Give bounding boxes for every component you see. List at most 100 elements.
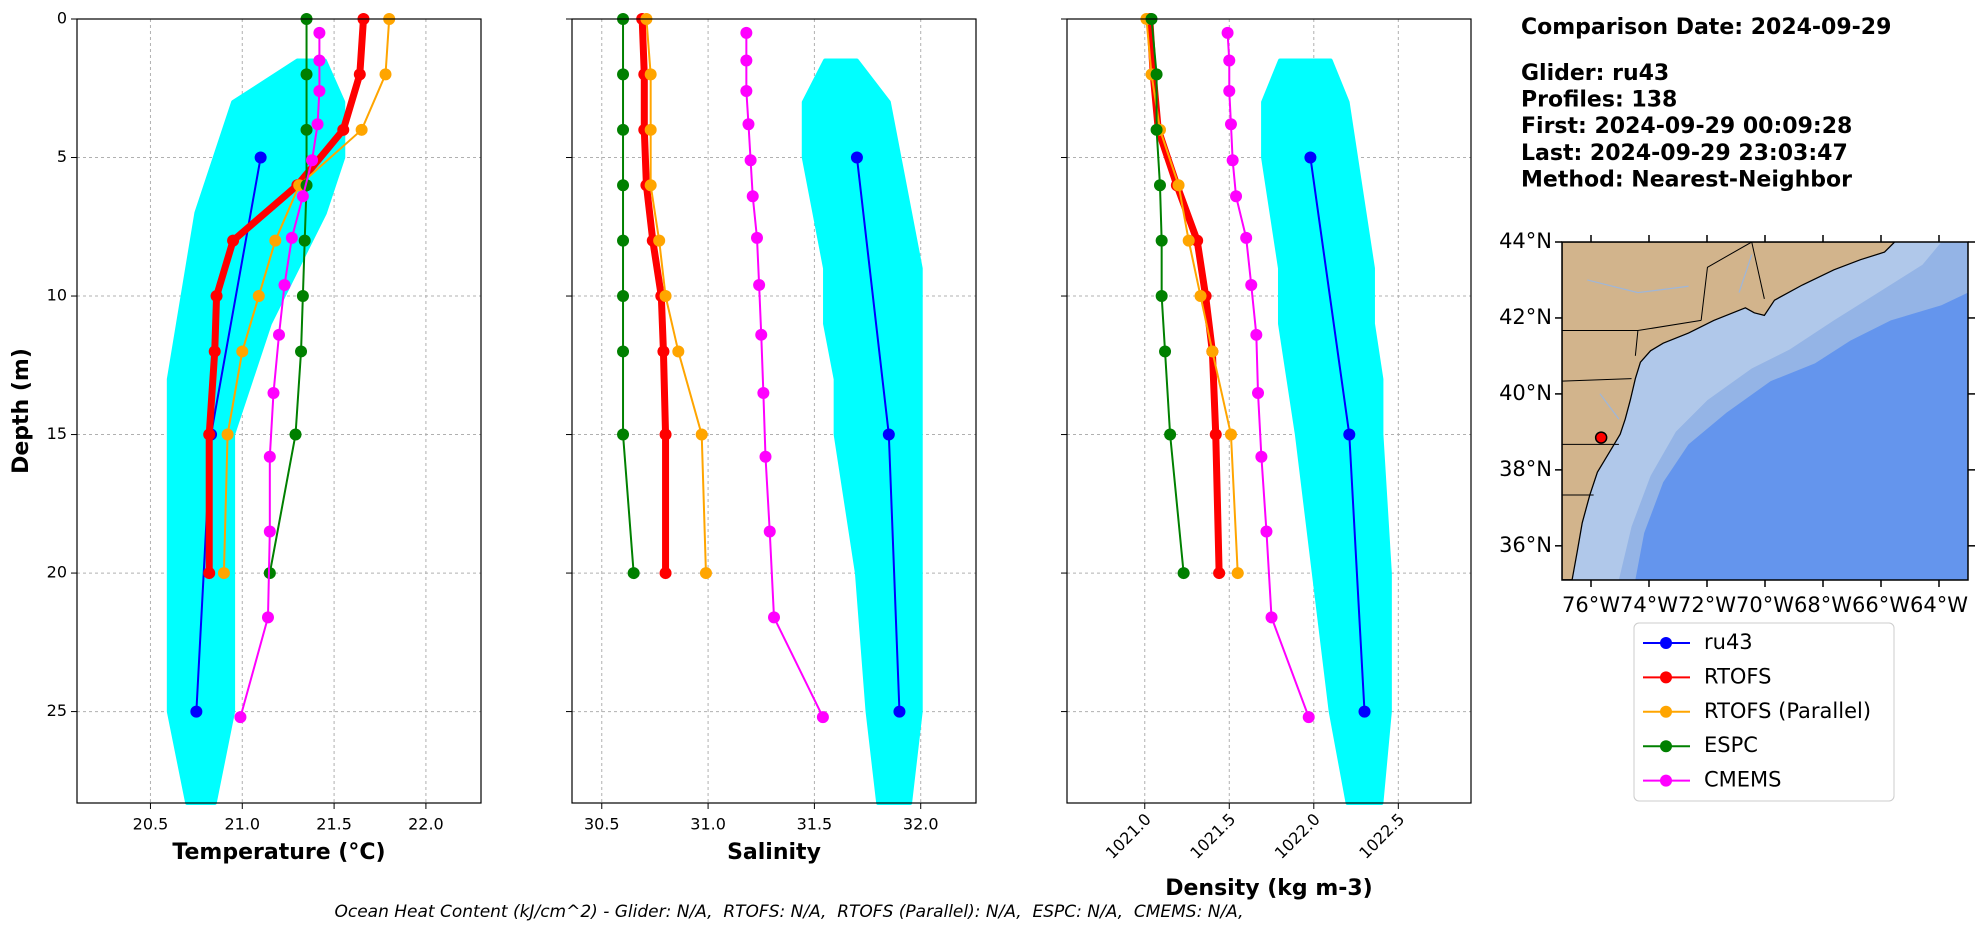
- profile-point: [1194, 290, 1207, 303]
- x-tick-label: 30.5: [584, 815, 620, 834]
- y-tick-label: 5: [57, 147, 67, 166]
- legend-label: ru43: [1704, 630, 1753, 654]
- legend-marker: [1660, 705, 1672, 718]
- profile-point: [261, 611, 274, 624]
- profile-point: [273, 328, 285, 341]
- profile-point: [1191, 234, 1204, 247]
- profile-point: [1252, 386, 1265, 399]
- profile-point: [337, 123, 350, 136]
- profile-point: [1221, 26, 1234, 39]
- profile-point: [234, 711, 247, 724]
- profile-point: [379, 68, 392, 81]
- x-tick-label: 31.5: [797, 815, 833, 834]
- map-x-tick-label: 68°W: [1794, 593, 1852, 617]
- profile-point: [617, 234, 630, 247]
- legend-label: ESPC: [1704, 733, 1758, 757]
- profile-point: [1155, 290, 1168, 303]
- profile-point: [1153, 179, 1166, 192]
- profile-point: [1223, 85, 1236, 98]
- profile-point: [269, 234, 282, 247]
- profile-point: [208, 345, 221, 358]
- profile-point: [296, 190, 309, 203]
- profile-point: [300, 68, 313, 81]
- y-tick-label: 0: [57, 9, 67, 28]
- y-axis-label: Depth (m): [9, 348, 34, 474]
- profile-point: [759, 450, 772, 463]
- rivers: [1587, 254, 1753, 420]
- profile-point: [740, 26, 753, 39]
- legend-box: [1633, 622, 1895, 802]
- profile-point: [699, 567, 712, 580]
- profile-point: [313, 85, 326, 98]
- profile-point: [816, 711, 829, 724]
- x-tick-label: 1021.5: [1186, 810, 1239, 863]
- legend: ru43 RTOFS RTOFS (Parallel) ESPC CMEMS: [1633, 622, 1895, 802]
- x-tick-label: 21.5: [316, 815, 352, 834]
- profile-panel: 30.5 31.0 31.5 32.0 Salinity: [566, 13, 977, 865]
- profile-point: [742, 118, 755, 131]
- profile-point: [296, 290, 309, 303]
- profile-point: [300, 123, 313, 136]
- profile-point: [355, 123, 368, 136]
- profile-point: [740, 85, 753, 98]
- info-title: Comparison Date: 2024-09-29: [1521, 15, 1891, 40]
- info-line: Method: Nearest-Neighbor: [1521, 167, 1852, 192]
- profile-point: [285, 231, 298, 244]
- info-line: Profiles: 138: [1521, 88, 1677, 113]
- profile-point: [755, 328, 768, 341]
- profile-panel: 1021.0 1021.5 1022.0 1022.5 Density (kg m-3): [1061, 13, 1472, 901]
- profile-point: [298, 234, 311, 247]
- profile-point: [657, 345, 670, 358]
- legend-label: CMEMS: [1704, 768, 1782, 792]
- profile-point: [659, 567, 672, 580]
- profile-point: [768, 611, 780, 624]
- legend-label: RTOFS: [1704, 664, 1771, 688]
- legend-label: RTOFS (Parallel): [1704, 699, 1871, 723]
- profile-point: [1177, 567, 1190, 580]
- map-y-tick-label: 44°N: [1499, 229, 1552, 253]
- profile-point: [306, 154, 319, 167]
- profile-point: [221, 428, 234, 441]
- profile-point: [1230, 190, 1243, 203]
- profile-point: [1304, 151, 1317, 164]
- profile-point: [1213, 567, 1226, 580]
- profile-point: [1223, 54, 1236, 67]
- profile-point: [644, 123, 657, 136]
- profile-point: [252, 290, 265, 303]
- map-background: [1562, 242, 1969, 580]
- y-tick-label: 15: [47, 424, 67, 443]
- profile-point: [750, 231, 763, 244]
- profile-point: [753, 278, 766, 291]
- y-tick-label: 25: [47, 701, 67, 720]
- profile-point: [1358, 705, 1371, 718]
- profile-point: [617, 123, 630, 136]
- legend-marker: [1660, 740, 1672, 753]
- profile-point: [190, 705, 203, 718]
- x-axis-label: Density (kg m-3): [1165, 876, 1373, 901]
- profile-point: [1155, 234, 1168, 247]
- map: 76°W 74°W 72°W 70°W 68°W 66°W 64°W 36°N 38°N 40°N…: [1499, 229, 1975, 617]
- profile-point: [217, 567, 230, 580]
- y-tick-label: 20: [47, 563, 67, 582]
- profile-point: [1231, 567, 1244, 580]
- profile-point: [617, 179, 630, 192]
- profile-point: [617, 68, 630, 81]
- profile-point: [882, 428, 895, 441]
- glider-position: [1594, 431, 1608, 444]
- profile-point: [617, 290, 630, 303]
- profile-point: [653, 234, 666, 247]
- profile-point: [893, 705, 906, 718]
- profile-point: [617, 428, 630, 441]
- plot-frame: [1066, 18, 1472, 804]
- profile-point: [203, 428, 216, 441]
- profile-point: [313, 54, 326, 67]
- profile-point: [1182, 234, 1195, 247]
- profile-point: [850, 151, 863, 164]
- profile-point: [617, 345, 630, 358]
- plot-frame: [571, 18, 977, 804]
- profile-point: [210, 290, 223, 303]
- info-line: Glider: ru43: [1521, 61, 1669, 86]
- x-tick-label: 1021.0: [1102, 810, 1155, 863]
- profile-point: [1224, 428, 1237, 441]
